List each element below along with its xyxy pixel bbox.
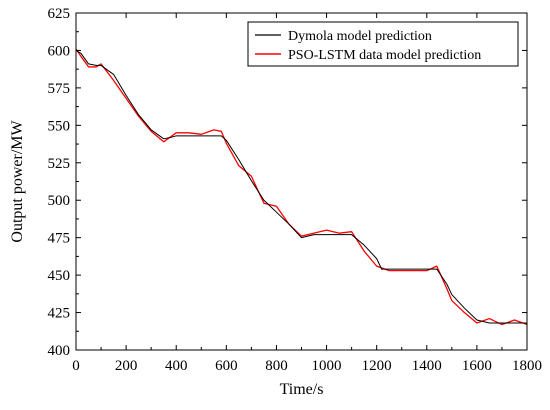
series-line-dymola [75,50,527,324]
x-tick-label: 600 [215,358,238,374]
y-tick-label: 500 [48,193,71,209]
x-axis-title: Time/s [280,381,324,398]
y-tick-label: 475 [48,231,71,247]
legend-box [247,21,519,67]
y-tick-label: 625 [48,6,71,22]
series-line-pso-lstm [75,48,528,326]
x-tick-label: 800 [265,358,288,374]
y-axis-title: Output power/MW [9,120,26,243]
x-tick-label: 400 [165,358,188,374]
x-tick-label: 1000 [312,358,342,374]
x-tick-label: 1400 [412,358,442,374]
x-tick-label: 0 [72,358,80,374]
y-tick-label: 575 [48,81,71,97]
x-tick-label: 1800 [512,358,542,374]
series-layer [75,48,528,326]
axes-layer: 0 200 400 600 800 1000 1200 1400 1600 1800 400 425 4… [48,6,543,374]
x-tick-label: 1600 [462,358,492,374]
y-tick-label: 425 [48,306,71,322]
y-tick-label: 550 [48,118,71,134]
y-tick-label: 600 [48,43,71,59]
y-tick-label: 525 [48,156,71,172]
legend: Dymola model prediction PSO-LSTM data mo… [247,21,519,67]
legend-label-dymola: Dymola model prediction [288,29,432,44]
x-tick-label: 200 [115,358,138,374]
x-tick-label: 1200 [362,358,392,374]
y-tick-label: 450 [48,268,71,284]
legend-label-pso-lstm: PSO-LSTM data model prediction [288,48,481,63]
y-tick-label: 400 [48,343,71,359]
